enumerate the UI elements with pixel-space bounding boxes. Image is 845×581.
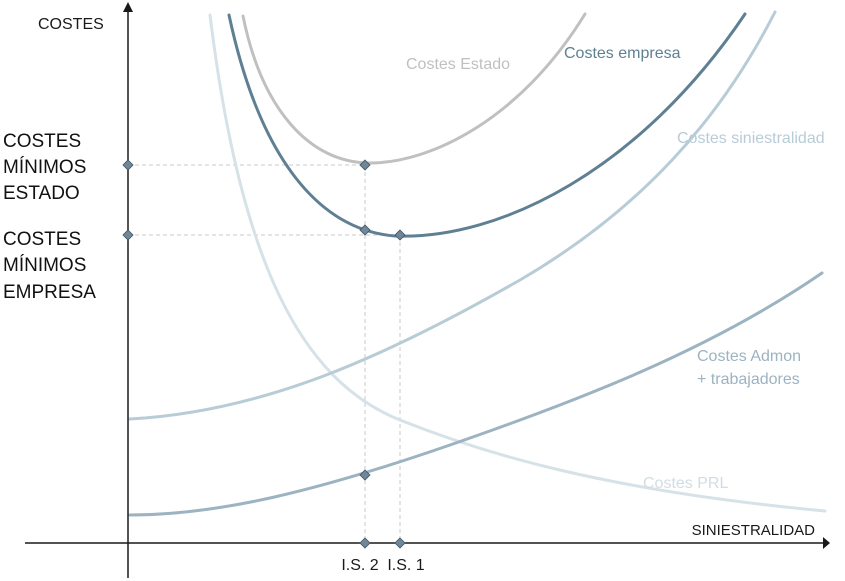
- x-tick-is2: I.S. 2: [341, 557, 378, 574]
- markers: [122, 159, 406, 549]
- level-empresa-line-2: MÍNIMOS: [3, 255, 86, 276]
- marker-empresa-at-is2: [359, 224, 371, 236]
- y-axis-label: COSTES: [38, 16, 104, 33]
- marker-admon-at-is2: [359, 469, 371, 481]
- x-tick-is1: I.S. 1: [387, 557, 424, 574]
- level-label-empresa: COSTES MÍNIMOS EMPRESA: [3, 229, 96, 303]
- x-axis-label: SINIESTRALIDAD: [692, 522, 816, 539]
- curve-label-estado: Costes Estado: [406, 56, 510, 73]
- curve-label-admon-line-1: Costes Admon: [697, 348, 801, 365]
- level-estado-line-1: COSTES: [3, 131, 81, 152]
- axes: [25, 2, 830, 578]
- marker-axis-empresa: [122, 229, 134, 241]
- marker-estado-min: [359, 159, 371, 171]
- curve-label-prl: Costes PRL: [643, 475, 728, 492]
- curve-costes-siniestralidad: [128, 10, 777, 421]
- curve-label-empresa: Costes empresa: [564, 45, 681, 62]
- level-empresa-line-1: COSTES: [3, 229, 81, 250]
- marker-axis-is2: [359, 537, 371, 549]
- guide-lines: [128, 164, 401, 543]
- level-estado-line-2: MÍNIMOS: [3, 157, 86, 178]
- curve-costes-estado: [241, 12, 587, 165]
- x-axis-arrow-icon: [823, 537, 830, 549]
- marker-empresa-min: [394, 229, 406, 241]
- level-empresa-line-3: EMPRESA: [3, 282, 96, 303]
- curve-label-admon-line-2: + trabajadores: [697, 371, 800, 388]
- level-estado-line-3: ESTADO: [3, 183, 80, 204]
- curve-costes-empresa: [227, 12, 747, 238]
- curve-costes-prl: [208, 13, 827, 513]
- level-label-estado: COSTES MÍNIMOS ESTADO: [3, 131, 86, 204]
- y-axis-arrow-icon: [123, 2, 133, 12]
- curve-label-siniestralidad: Costes siniestralidad: [677, 130, 825, 147]
- marker-axis-estado: [122, 159, 134, 171]
- marker-axis-is1: [394, 537, 406, 549]
- curve-costes-admon: [128, 271, 824, 517]
